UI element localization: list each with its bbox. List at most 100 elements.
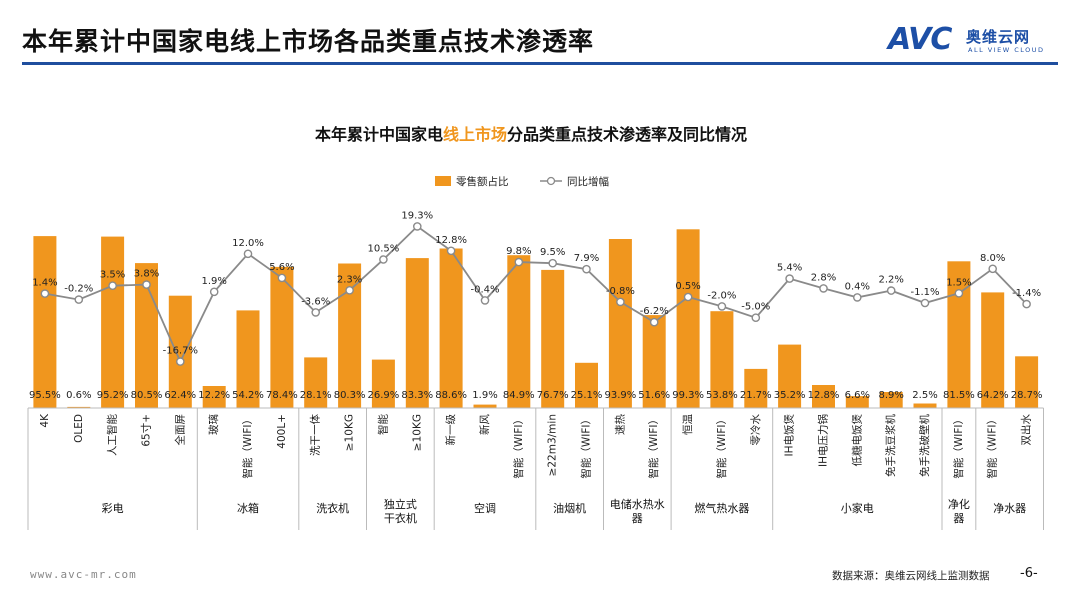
- bar: [778, 344, 802, 408]
- line-point: [920, 298, 930, 308]
- bar: [473, 404, 497, 408]
- category-tick-label: ≥10KG: [411, 414, 423, 451]
- bar: [304, 357, 328, 408]
- footer-url[interactable]: www.avc-mr.com: [30, 568, 137, 581]
- bar-value-label: 25.1%: [571, 390, 603, 401]
- line-value-label: 3.5%: [100, 270, 125, 281]
- bars-layer: [33, 229, 1039, 408]
- bar: [1015, 356, 1039, 408]
- line-value-label: 2.3%: [337, 274, 362, 285]
- line-value-label: -3.6%: [301, 296, 330, 307]
- bar-value-label: 28.1%: [300, 390, 332, 401]
- group-label: 器: [632, 512, 643, 525]
- chart-legend: 零售额占比 同比增幅: [435, 175, 609, 188]
- line-value-label: -16.7%: [163, 346, 198, 357]
- line-layer: [40, 222, 1031, 366]
- line-point: [582, 264, 591, 274]
- bar: [33, 236, 57, 408]
- line-value-label: 2.8%: [811, 272, 836, 283]
- line-value-label: 0.5%: [675, 281, 700, 292]
- category-tick-label: 400L+: [276, 414, 288, 449]
- category-tick-label: 新风: [478, 414, 491, 435]
- line-value-label: 1.4%: [32, 278, 57, 289]
- line-value-label: 2.2%: [878, 275, 903, 286]
- category-tick-label: 玻璃: [207, 414, 220, 435]
- line-point: [142, 280, 151, 289]
- category-tick-label: 免手洗破壁机: [918, 414, 931, 477]
- category-tick-label: 低糖电饭煲: [850, 414, 863, 467]
- category-tick-label: 智能（WIFI）: [715, 414, 728, 479]
- line-point: [379, 255, 388, 264]
- category-tick-label: 4K: [39, 413, 51, 428]
- axis-layer: 4K OLED 人工智能 65寸+ 全面屏 玻璃 智能（WIFI） 400L+ 洗干一体 ≥10K…: [27, 407, 1044, 530]
- chart-title-suffix: 分品类重点技术渗透率及同比情况: [507, 125, 747, 144]
- bar-value-label: 21.7%: [740, 390, 772, 401]
- line-value-label: 12.0%: [232, 238, 264, 249]
- line-point: [649, 317, 659, 327]
- footer-source: 数据来源：奥维云网线上监测数据: [832, 570, 990, 582]
- bar-value-label: 0.6%: [66, 390, 91, 401]
- line-value-label: 7.9%: [574, 253, 599, 264]
- bar-value-label: 28.7%: [1011, 390, 1043, 401]
- line-point: [108, 281, 117, 291]
- group-label: 冰箱: [237, 501, 259, 515]
- logo-chinese-name: 奥维云网: [966, 28, 1031, 46]
- bar-value-label: 12.2%: [198, 390, 230, 401]
- category-tick-label: 人工智能: [106, 414, 119, 456]
- group-label: 电储水热水: [610, 497, 665, 511]
- bar-value-label: 35.2%: [774, 390, 806, 401]
- category-tick-label: 智能（WIFI）: [241, 414, 254, 479]
- bar-value-label: 51.6%: [638, 390, 670, 401]
- line-series: [44, 225, 1028, 364]
- bar-value-label: 54.2%: [232, 390, 264, 401]
- line-value-label: 1.5%: [946, 277, 971, 288]
- line-point: [886, 286, 896, 295]
- group-label: 空调: [474, 501, 496, 515]
- line-point: [345, 285, 354, 295]
- line-point: [277, 273, 287, 283]
- line-point: [209, 287, 219, 297]
- line-point: [40, 289, 50, 298]
- bar-value-label: 80.3%: [334, 390, 366, 401]
- category-tick-label: 智能（WIFI）: [512, 414, 525, 479]
- category-tick-label: 智能: [376, 414, 389, 435]
- category-tick-label: 速热: [613, 414, 626, 435]
- bar: [710, 311, 734, 408]
- bar-value-label: 8.9%: [878, 390, 903, 401]
- line-point: [480, 296, 490, 305]
- bar: [371, 359, 395, 408]
- group-label: 器: [953, 512, 964, 525]
- page-number: -6-: [1020, 566, 1038, 581]
- bar-value-label: 80.5%: [131, 390, 163, 401]
- bar-value-label: 64.2%: [977, 390, 1009, 401]
- line-value-label: -0.4%: [470, 284, 499, 295]
- bar-value-label: 12.8%: [808, 390, 840, 401]
- bar-value-label: 2.5%: [912, 390, 937, 401]
- line-point: [616, 297, 625, 307]
- category-tick-label: 洗干一体: [310, 414, 322, 456]
- line-point: [954, 288, 964, 298]
- category-tick-label: ≥10KG: [344, 414, 356, 451]
- line-point: [74, 295, 84, 304]
- line-value-label: -0.8%: [606, 286, 635, 297]
- line-point: [243, 249, 253, 259]
- bar-value-label: 1.9%: [472, 390, 497, 401]
- group-label: 小家电: [841, 501, 874, 515]
- bar: [168, 295, 192, 408]
- bar: [812, 385, 835, 408]
- legend-line-label: 同比增幅: [567, 175, 609, 188]
- line-value-label: 0.4%: [845, 281, 870, 292]
- legend-bar-label: 零售额占比: [456, 175, 509, 188]
- bar: [642, 315, 666, 408]
- line-value-label: -1.4%: [1012, 288, 1041, 299]
- brand-logo[interactable]: AVC 奥维云网 ALL VIEW CLOUD: [888, 24, 1058, 58]
- line-point: [311, 308, 321, 317]
- line-value-label: -6.2%: [640, 306, 669, 317]
- bar-value-label: 6.6%: [845, 390, 870, 401]
- line-value-label: 3.8%: [134, 269, 159, 280]
- legend-line-marker: [546, 176, 556, 186]
- logo-mark: AVC: [888, 22, 952, 57]
- line-value-label: 12.8%: [435, 235, 467, 246]
- line-point: [175, 357, 185, 366]
